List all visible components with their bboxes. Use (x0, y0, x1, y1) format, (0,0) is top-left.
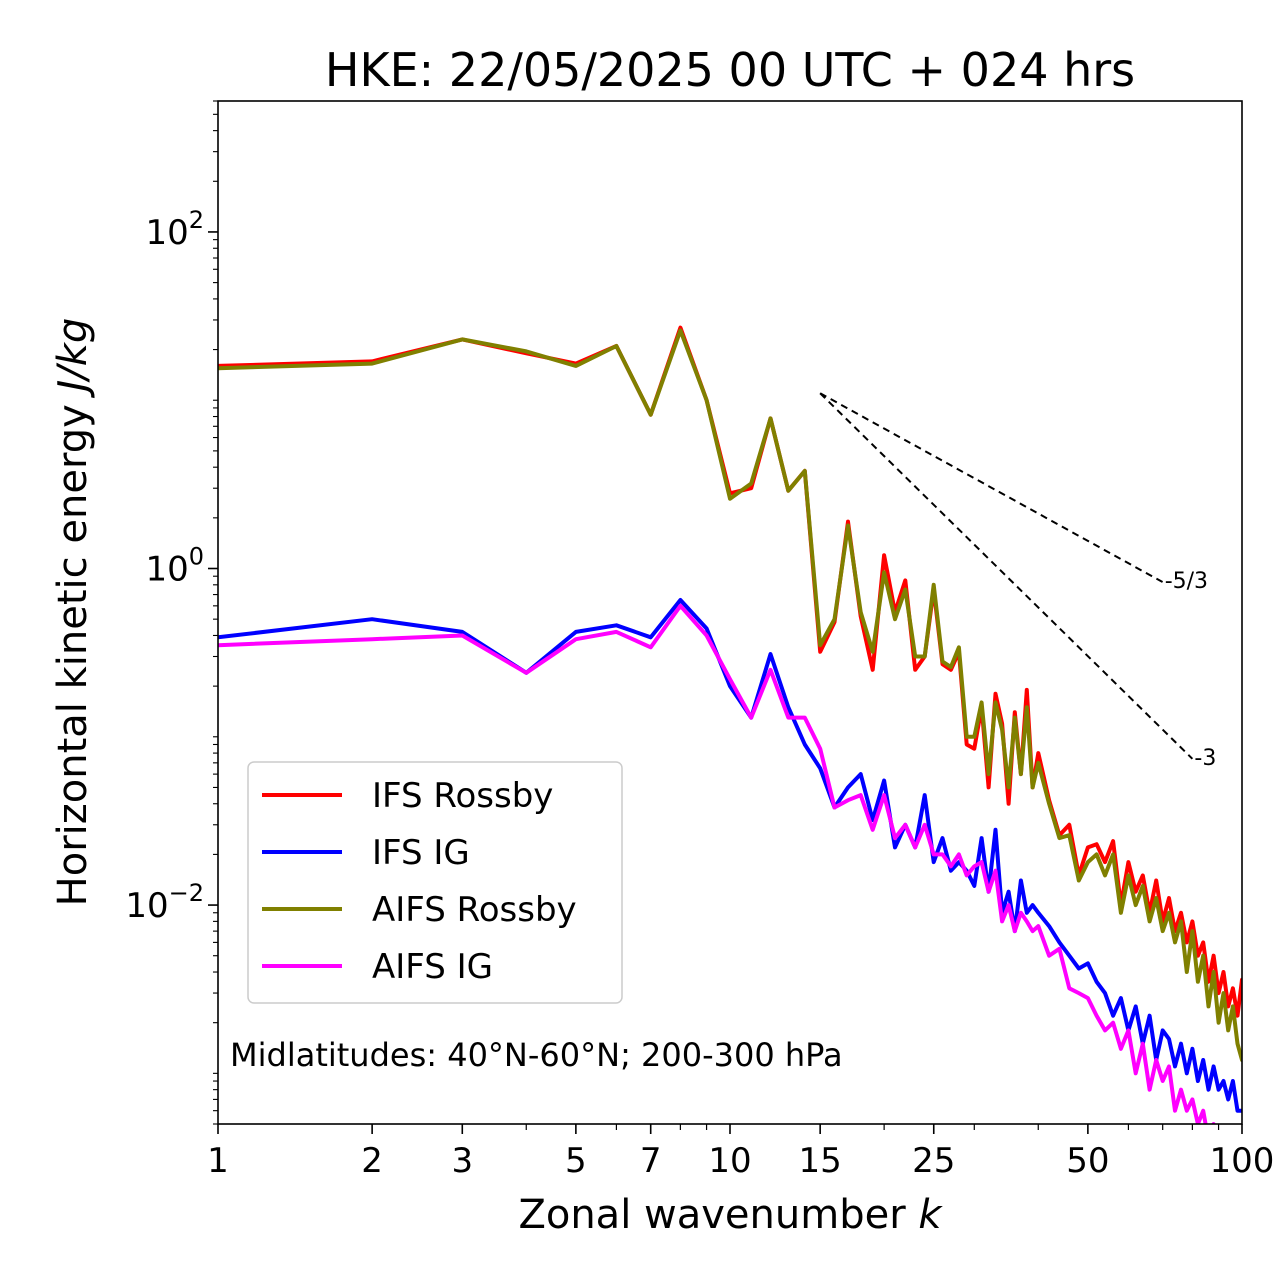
x-axis-ticks: 1 2 3 5 7 10 15 25 50 100 (207, 1124, 1274, 1181)
x-axis-label-text: Zonal wavenumber (518, 1192, 918, 1238)
x-axis-label: Zonal wavenumber k (518, 1192, 943, 1238)
legend-label-ifs-ig: IFS IG (372, 833, 470, 873)
x-tick-label: 15 (799, 1141, 842, 1181)
legend-items: IFS Rossby IFS IG AIFS Rossby AIFS IG (262, 776, 577, 987)
chart-title: HKE: 22/05/2025 00 UTC + 024 hrs (325, 43, 1135, 97)
region-annotation: Midlatitudes: 40°N-60°N; 200-300 hPa (230, 1036, 843, 1074)
x-tick-label: 10 (708, 1141, 751, 1181)
x-tick-label: 100 (1210, 1141, 1275, 1181)
legend-label-ifs-rossby: IFS Rossby (372, 776, 553, 816)
series-layer (218, 325, 1242, 1124)
y-axis-label-text: Horizontal kinetic energy (50, 392, 96, 907)
legend: IFS Rossby IFS IG AIFS Rossby AIFS IG (247, 761, 623, 1004)
series-line-aifs-rossby (218, 328, 1242, 1062)
y-axis-ticks: 102 100 10−2 (125, 100, 218, 1125)
series-line-aifs-ig (218, 603, 1216, 1124)
y-axis-label: Horizontal kinetic energy J/kg (50, 318, 96, 907)
x-tick-label: 7 (640, 1141, 662, 1181)
legend-label-aifs-ig: AIFS IG (372, 947, 493, 987)
x-tick-label: 1 (207, 1141, 229, 1181)
x-tick-label: 50 (1066, 1141, 1109, 1181)
y-tick-label: 10−2 (125, 879, 204, 926)
reference-lines: -5/3 -3 (819, 392, 1216, 771)
reference-line-1 (819, 392, 1164, 583)
y-tick-label: 102 (145, 206, 204, 253)
reference-line-label-2: -3 (1194, 746, 1216, 771)
x-tick-label: 25 (912, 1141, 955, 1181)
reference-line-2 (819, 392, 1194, 760)
reference-line-label-1: -5/3 (1165, 569, 1208, 594)
x-axis-label-symbol: k (918, 1192, 943, 1238)
x-tick-label: 3 (451, 1141, 473, 1181)
x-tick-label: 5 (565, 1141, 587, 1181)
legend-box (247, 761, 623, 1004)
y-tick-label: 100 (145, 543, 204, 590)
y-axis-label-unit: J/kg (50, 318, 96, 399)
x-tick-label: 2 (361, 1141, 383, 1181)
legend-label-aifs-rossby: AIFS Rossby (372, 890, 577, 930)
